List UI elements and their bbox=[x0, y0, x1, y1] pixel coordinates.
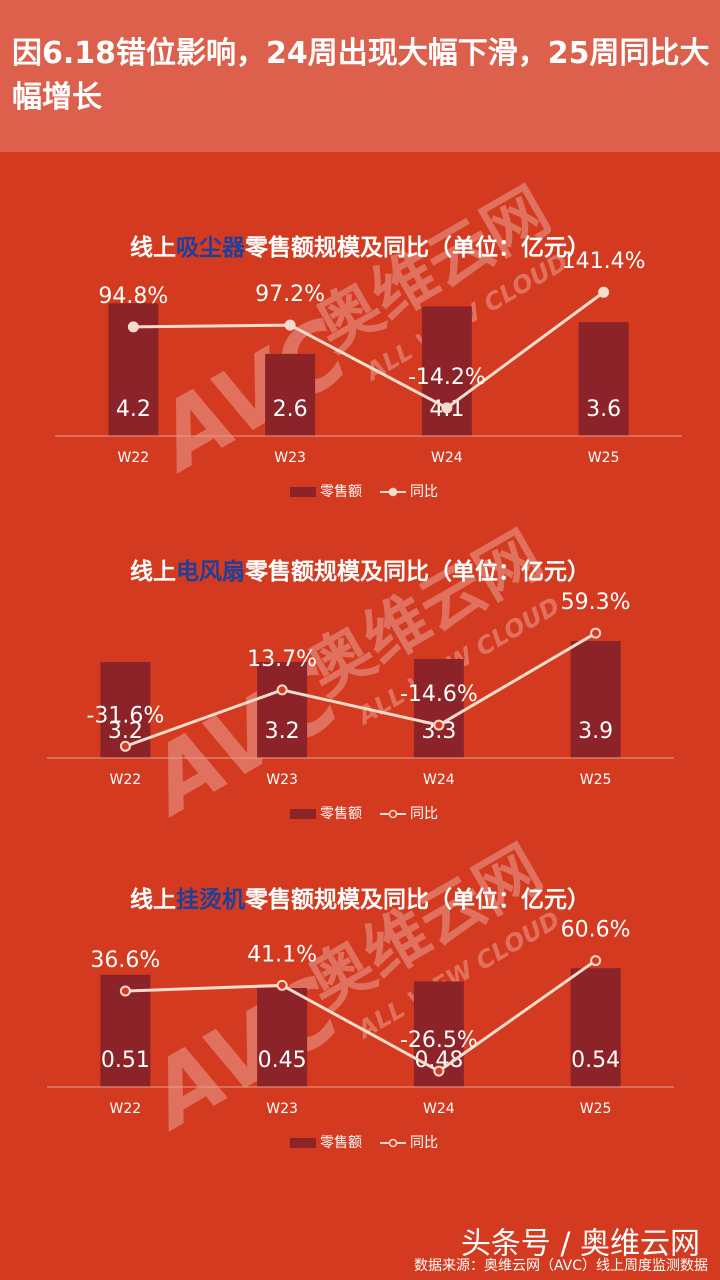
line-point bbox=[433, 719, 445, 731]
legend-label: 同比 bbox=[410, 806, 438, 822]
legend-label: 零售额 bbox=[320, 1135, 362, 1151]
title-part: 吸尘器 bbox=[176, 235, 246, 261]
bar-value-label: 3.2 bbox=[108, 719, 143, 744]
line-point bbox=[119, 740, 131, 752]
line-value-label: 36.6% bbox=[90, 948, 160, 973]
line-value-label: 97.2% bbox=[255, 282, 325, 307]
legend-label: 同比 bbox=[410, 484, 438, 500]
line-point bbox=[284, 319, 296, 331]
header: 因6.18错位影响，24周出现大幅下滑，25周同比大幅增长 bbox=[0, 0, 720, 152]
line-value-label: 141.4% bbox=[562, 249, 646, 274]
bar-value-label: 0.45 bbox=[258, 1048, 307, 1073]
chart-title: 线上吸尘器零售额规模及同比（单位：亿元） bbox=[130, 234, 590, 261]
bar bbox=[257, 662, 308, 758]
legend-swatch bbox=[388, 487, 398, 497]
chart-title: 线上挂烫机零售额规模及同比（单位：亿元） bbox=[130, 886, 590, 913]
line bbox=[133, 291, 605, 410]
legend-label: 零售额 bbox=[320, 484, 362, 500]
line-point bbox=[276, 684, 288, 696]
title-part: 电风扇 bbox=[176, 558, 245, 585]
x-tick-label: W23 bbox=[266, 772, 298, 788]
line-point bbox=[590, 955, 602, 967]
line-point bbox=[590, 627, 602, 639]
x-tick-label: W22 bbox=[110, 772, 142, 788]
line-value-label: 59.3% bbox=[561, 590, 631, 615]
line-value-label: -26.5% bbox=[400, 1028, 478, 1053]
line bbox=[125, 959, 597, 1073]
line-point bbox=[127, 321, 139, 333]
bar-value-label: 3.6 bbox=[586, 397, 621, 422]
bar-value-label: 3.2 bbox=[265, 719, 300, 744]
line-value-label: 94.8% bbox=[98, 284, 168, 309]
line bbox=[124, 631, 597, 748]
bar bbox=[413, 659, 464, 758]
legend-swatch bbox=[290, 809, 316, 819]
title-part: 线上 bbox=[130, 886, 176, 913]
chart-title: 线上电风扇零售额规模及同比（单位：亿元） bbox=[130, 558, 590, 585]
line-value-label: -14.2% bbox=[408, 365, 486, 390]
bar bbox=[257, 988, 308, 1087]
line-point bbox=[276, 979, 288, 991]
bar-value-label: 0.54 bbox=[571, 1048, 620, 1073]
legend-swatch bbox=[290, 487, 316, 497]
line-value-label: 41.1% bbox=[247, 942, 317, 967]
footer-source: 数据来源：奥维云网（AVC）线上周度监测数据 bbox=[414, 1257, 708, 1274]
line-point bbox=[433, 1065, 445, 1077]
x-tick-label: W25 bbox=[580, 1101, 612, 1117]
bar bbox=[578, 322, 629, 436]
title-part: 零售额规模及同比（单位：亿元） bbox=[244, 886, 590, 913]
bar bbox=[265, 353, 316, 436]
line-value-label: 60.6% bbox=[561, 918, 631, 943]
legend-swatch bbox=[388, 809, 398, 819]
bar-value-label: 2.6 bbox=[273, 397, 308, 422]
x-tick-label: W24 bbox=[431, 450, 463, 466]
line-value-label: -14.6% bbox=[400, 682, 478, 707]
page-title: 因6.18错位影响，24周出现大幅下滑，25周同比大幅增长 bbox=[12, 36, 710, 115]
legend-swatch bbox=[290, 1138, 316, 1148]
x-tick-label: W25 bbox=[588, 450, 620, 466]
x-tick-label: W25 bbox=[580, 772, 612, 788]
bar-value-label: 0.51 bbox=[101, 1048, 150, 1073]
bar bbox=[421, 306, 472, 436]
legend-label: 同比 bbox=[410, 1135, 438, 1151]
line-point bbox=[598, 286, 610, 298]
x-tick-label: W23 bbox=[274, 450, 306, 466]
x-tick-label: W24 bbox=[423, 772, 455, 788]
title-part: 线上 bbox=[130, 234, 176, 261]
line-value-label: -31.6% bbox=[86, 703, 164, 728]
bar-value-label: 3.9 bbox=[578, 719, 613, 744]
x-tick-label: W22 bbox=[110, 1101, 142, 1117]
bar-value-label: 4.2 bbox=[116, 397, 151, 422]
title-part: 零售额规模及同比（单位：亿元） bbox=[244, 234, 590, 261]
x-tick-label: W24 bbox=[423, 1101, 455, 1117]
title-part: 零售额规模及同比（单位：亿元） bbox=[244, 558, 590, 585]
line-value-label: 13.7% bbox=[247, 647, 317, 672]
line-point bbox=[119, 985, 131, 997]
title-part: 线上 bbox=[130, 558, 176, 585]
x-tick-label: W22 bbox=[118, 450, 150, 466]
title-part: 挂烫机 bbox=[176, 887, 245, 913]
legend-swatch bbox=[388, 1138, 398, 1148]
bar bbox=[570, 641, 621, 758]
x-tick-label: W23 bbox=[266, 1101, 298, 1117]
bar bbox=[570, 968, 621, 1087]
line-point bbox=[441, 402, 453, 414]
footer-brand: 头条号 / 奥维云网 bbox=[461, 1227, 700, 1262]
legend-label: 零售额 bbox=[320, 806, 362, 822]
